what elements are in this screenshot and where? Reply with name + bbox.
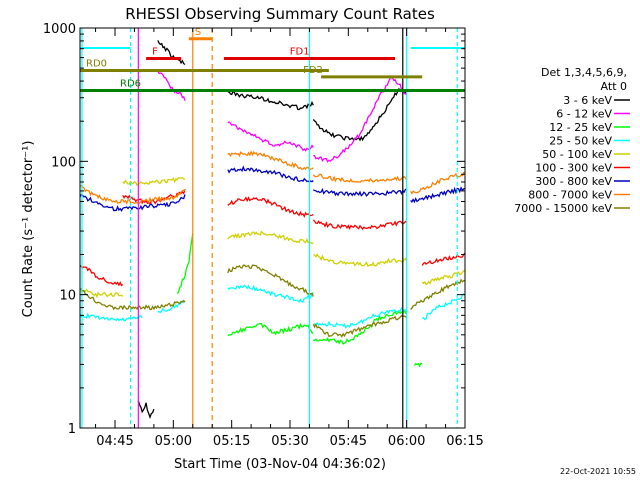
legend-header-line-1: Det 1,3,4,5,6,9, — [541, 66, 627, 79]
series-trace — [227, 284, 314, 303]
legend-label: 300 - 800 keV — [535, 175, 612, 188]
flag-label-fd1: FD1 — [290, 47, 310, 58]
x-tick-label: 04:45 — [96, 434, 133, 449]
series-trace — [122, 176, 186, 186]
series-trace — [137, 400, 155, 419]
series-trace — [227, 121, 314, 152]
x-tick-label: 05:30 — [271, 434, 308, 449]
series-trace — [410, 186, 466, 204]
legend-label: 800 - 7000 keV — [528, 189, 612, 202]
legend-label: 25 - 50 keV — [549, 135, 612, 148]
series-trace — [312, 219, 408, 231]
series-trace — [227, 165, 314, 183]
series-trace — [312, 314, 407, 338]
series-trace — [79, 264, 124, 287]
flag-label-rd0: RD0 — [86, 59, 107, 70]
series-trace — [312, 173, 408, 183]
series-trace — [157, 70, 186, 101]
x-tick-label: 06:00 — [388, 434, 425, 449]
series-trace — [79, 193, 186, 212]
legend-header-line-2: Att 0 — [601, 80, 627, 93]
x-tick-label: 05:15 — [213, 434, 250, 449]
y-axis-label: Count Rate (s⁻¹ detector⁻¹) — [21, 141, 36, 318]
plot-frame — [79, 27, 466, 429]
timestamp: 22-Oct-2021 10:55 — [560, 467, 636, 476]
series-trace — [79, 184, 186, 205]
x-tick-label: 05:45 — [330, 434, 367, 449]
y-tick-label: 100 — [51, 155, 76, 170]
legend-label: 6 - 12 keV — [556, 108, 612, 121]
series-trace — [413, 362, 423, 368]
series-trace — [227, 264, 314, 297]
x-axis-label: Start Time (03-Nov-04 04:36:02) — [174, 457, 386, 472]
flag-label-f: F — [152, 47, 158, 58]
series-trace — [227, 230, 314, 245]
series-trace — [79, 288, 124, 299]
y-tick-label: 1000 — [43, 22, 76, 37]
series-trace — [227, 150, 314, 171]
series-trace — [312, 87, 408, 142]
y-tick-label: 1 — [68, 422, 76, 437]
legend-label: 7000 - 15000 keV — [514, 202, 612, 215]
series-trace — [176, 232, 194, 295]
series-trace — [227, 196, 314, 218]
series-trace — [312, 306, 407, 329]
series-trace — [421, 293, 466, 321]
plot-area: S F FD1 RD0 FD2 RD6 1 10 100 1000 04:45 05:00 05:15 0… — [43, 22, 484, 449]
series-trace — [157, 40, 186, 66]
series-trace — [421, 252, 466, 266]
series-trace — [313, 252, 408, 267]
y-tick-label: 10 — [59, 289, 76, 304]
legend-label: 3 - 6 keV — [563, 94, 612, 107]
legend-label: 12 - 25 keV — [549, 121, 612, 134]
flag-label-fd2: FD2 — [303, 65, 323, 76]
x-tick-label: 05:00 — [155, 434, 192, 449]
flag-label-s: S — [195, 27, 201, 38]
series-trace — [79, 288, 186, 311]
series-trace — [227, 322, 314, 337]
series-trace — [421, 270, 466, 286]
flag-label-rd6: RD6 — [120, 78, 141, 89]
series-trace — [410, 278, 465, 310]
series-trace — [79, 312, 143, 322]
legend-label: 50 - 100 keV — [542, 148, 612, 161]
legend-label: 100 - 300 keV — [535, 162, 612, 175]
x-tick-label: 06:15 — [446, 434, 483, 449]
series-trace — [313, 187, 407, 197]
series-trace — [227, 90, 314, 111]
chart-title: RHESSI Observing Summary Count Rates — [125, 5, 435, 23]
series-trace — [410, 171, 466, 195]
series-trace — [313, 309, 408, 345]
